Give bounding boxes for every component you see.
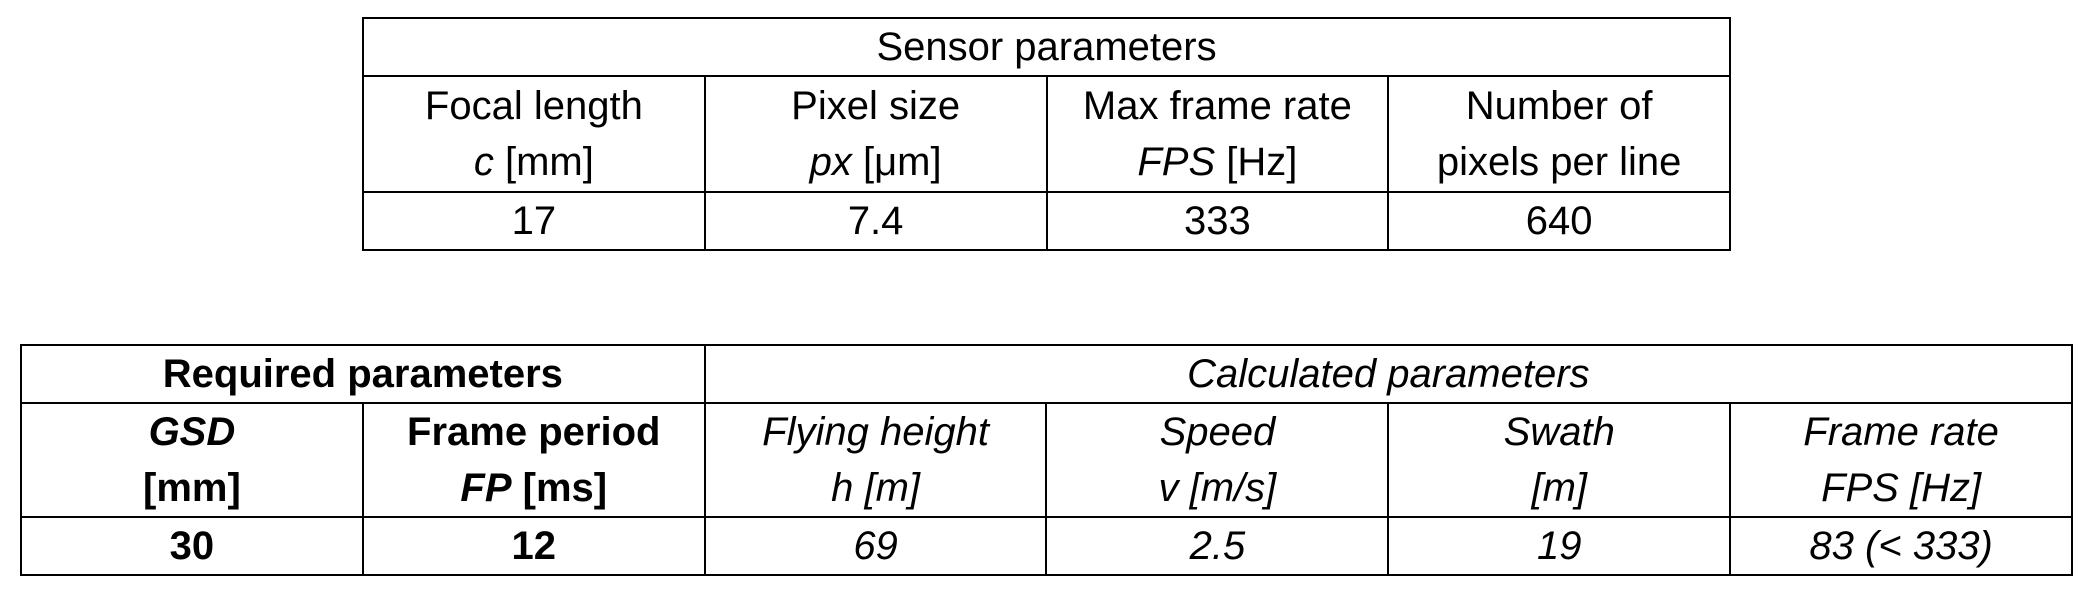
header-focal-length-name: Focal length <box>424 84 643 128</box>
header-pixel-size: Pixel size px [μm] <box>703 75 1048 193</box>
header-swath-unit: [m] <box>1531 466 1587 510</box>
header-pixels-per-line-unit: pixels per line <box>1436 140 1682 184</box>
header-focal-length-unit: [mm] <box>493 140 594 184</box>
header-max-frame-rate-symbol: FPS <box>1137 140 1216 184</box>
header-pixels-per-line: Number of pixels per line <box>1387 75 1732 193</box>
header-speed-unit: v [m/s] <box>1158 466 1277 510</box>
value-max-frame-rate: 333 <box>1045 191 1390 251</box>
header-pixels-per-line-name: Number of <box>1465 84 1653 128</box>
header-pixel-size-name: Pixel size <box>791 84 961 128</box>
required-parameters-title: Required parameters <box>20 344 706 404</box>
header-max-frame-rate-unit: [Hz] <box>1215 140 1298 184</box>
calculated-parameters-title: Calculated parameters <box>703 344 2074 404</box>
header-frame-rate-name: Frame rate <box>1803 410 1999 454</box>
value-frame-rate: 83 (< 333) <box>1729 516 2074 576</box>
value-frame-period: 12 <box>361 516 706 576</box>
value-swath: 19 <box>1387 516 1732 576</box>
header-gsd-name: GSD <box>148 410 236 454</box>
header-focal-length: Focal length c [mm] <box>362 75 706 193</box>
required-calculated-parameters-table: Required parameters Calculated parameter… <box>20 344 2074 576</box>
header-flying-height: Flying height h [m] <box>703 402 1048 518</box>
sensor-parameters-table: Sensor parameters Focal length c [mm] Pi… <box>361 17 1732 251</box>
header-swath-name: Swath <box>1503 410 1615 454</box>
header-max-frame-rate-name: Max frame rate <box>1082 84 1352 128</box>
header-speed-name: Speed <box>1159 410 1276 454</box>
header-frame-period-symbol: FP <box>460 466 512 510</box>
value-speed: 2.5 <box>1045 516 1390 576</box>
value-gsd: 30 <box>20 516 364 576</box>
header-speed: Speed v [m/s] <box>1045 402 1390 518</box>
header-gsd: GSD [mm] <box>20 402 364 518</box>
header-flying-height-name: Flying height <box>762 410 989 454</box>
header-focal-length-symbol: c <box>473 140 494 184</box>
header-frame-period-name: Frame period <box>407 410 661 454</box>
value-focal-length: 17 <box>362 191 706 251</box>
value-pixel-size: 7.4 <box>703 191 1048 251</box>
value-flying-height: 69 <box>703 516 1048 576</box>
header-swath: Swath [m] <box>1387 402 1732 518</box>
header-frame-rate: Frame rate FPS [Hz] <box>1729 402 2074 518</box>
header-frame-period-unit: [ms] <box>511 466 608 510</box>
header-gsd-unit: [mm] <box>143 466 241 510</box>
header-flying-height-unit: h [m] <box>831 466 921 510</box>
header-pixel-size-symbol: px <box>809 140 852 184</box>
header-frame-period: Frame period FP [ms] <box>361 402 706 518</box>
header-frame-rate-unit: FPS [Hz] <box>1821 466 1982 510</box>
header-pixel-size-unit: [μm] <box>851 140 942 184</box>
header-max-frame-rate: Max frame rate FPS [Hz] <box>1045 75 1390 193</box>
value-pixels-per-line: 640 <box>1387 191 1732 251</box>
sensor-parameters-title: Sensor parameters <box>361 17 1732 77</box>
